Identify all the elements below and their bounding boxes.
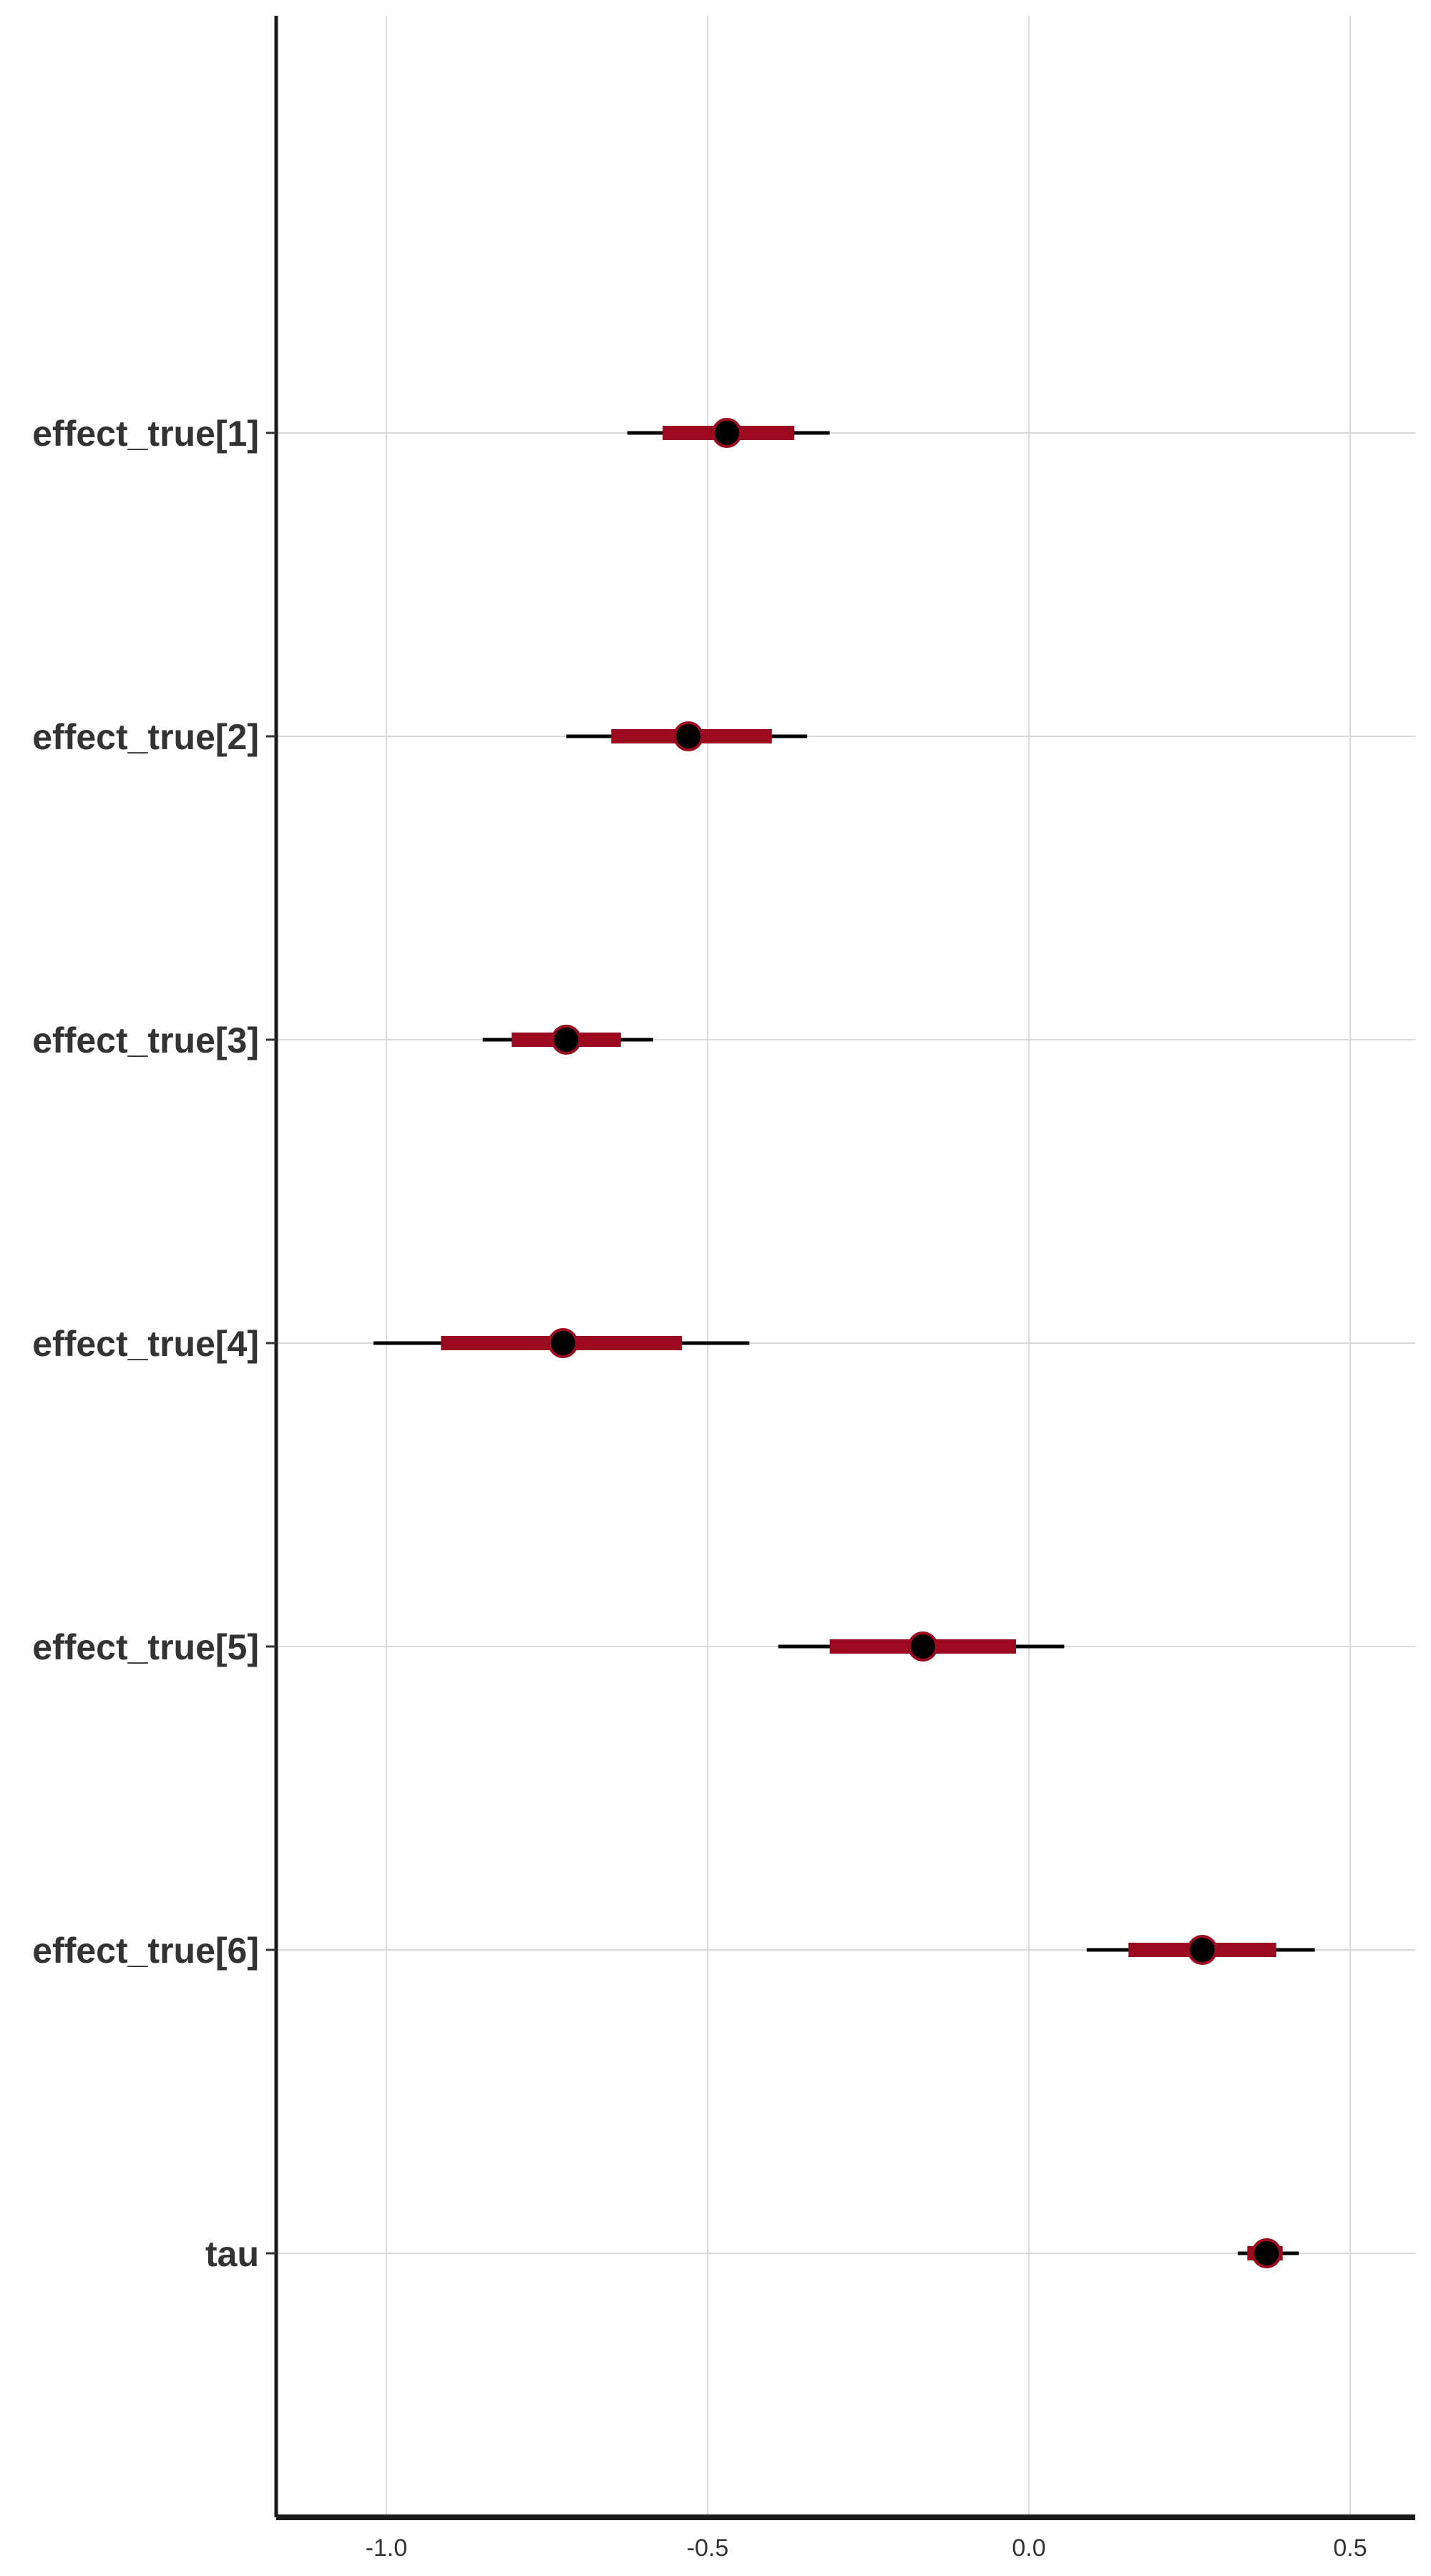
- point-estimate: [1187, 1935, 1218, 1965]
- y-tick-label: effect_true[3]: [32, 1020, 259, 1060]
- y-tick-label: effect_true[5]: [32, 1627, 259, 1667]
- point-estimate: [907, 1631, 938, 1662]
- y-tick-label: effect_true[4]: [32, 1324, 259, 1364]
- point-estimate: [547, 1328, 578, 1358]
- x-tick-labels: -1.0 -0.5 0.0 0.5: [366, 2534, 1367, 2562]
- y-tick-label: effect_true[2]: [32, 717, 259, 757]
- point-estimate: [551, 1025, 582, 1055]
- y-tick-label: effect_true[6]: [32, 1931, 259, 1971]
- y-tick-labels: effect_true[1] effect_true[2] effect_true[…: [32, 414, 259, 2274]
- point-estimate: [1251, 2238, 1282, 2268]
- x-tick-label: -1.0: [366, 2534, 408, 2562]
- y-tick-label: tau: [205, 2234, 259, 2274]
- point-estimate: [673, 721, 704, 751]
- x-tick-label: 0.5: [1333, 2534, 1367, 2562]
- interval-marks: [373, 418, 1315, 2268]
- vertical-gridlines: [386, 16, 1351, 2517]
- y-tick-label: effect_true[1]: [32, 414, 259, 454]
- x-tick-label: 0.0: [1012, 2534, 1045, 2562]
- y-tick-marks: [266, 431, 276, 2255]
- x-tick-label: -0.5: [687, 2534, 729, 2562]
- point-estimate: [711, 418, 742, 448]
